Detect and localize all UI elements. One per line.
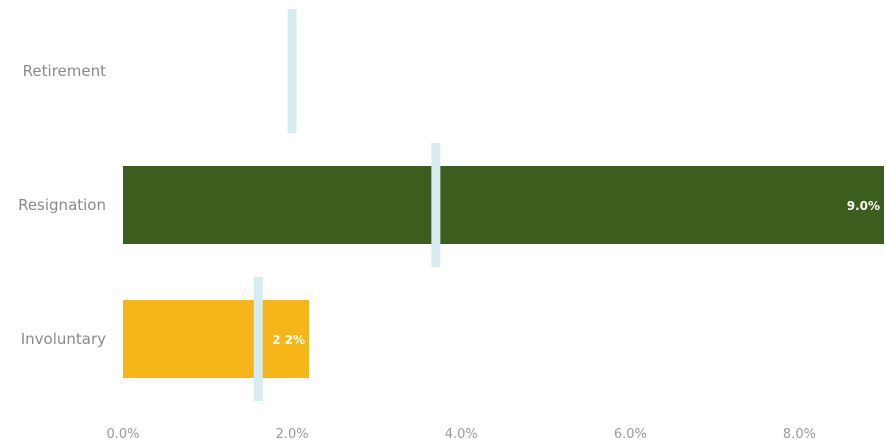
benchmark-marker-resignation	[431, 143, 441, 267]
bar-involuntary	[123, 300, 310, 378]
x-tick-label: 4.0%	[445, 427, 478, 442]
category-label-retirement: Retirement	[23, 62, 106, 80]
x-tick-label: 2.0%	[276, 427, 309, 442]
x-tick-label: 8.0%	[783, 427, 816, 442]
category-label-resignation: Resignation	[18, 196, 106, 214]
bars-group	[123, 166, 884, 378]
x-tick-label: 0.0%	[106, 427, 139, 442]
data-label-involuntary: 2 2%	[272, 333, 305, 347]
benchmark-marker-retirement	[287, 9, 297, 133]
category-label-involuntary: Involuntary	[21, 330, 106, 348]
category-labels-group: Retirement Resignation Involuntary	[18, 62, 106, 348]
benchmark-marker-involuntary	[253, 277, 263, 401]
x-axis-ticks-group: 0.0% 2.0% 4.0% 6.0% 8.0%	[106, 427, 815, 442]
x-tick-label: 6.0%	[614, 427, 647, 442]
benchmark-markers-group	[253, 9, 441, 401]
data-label-resignation: 9.0%	[847, 199, 880, 213]
data-labels-group: 9.0% 2 2%	[272, 199, 880, 347]
bar-resignation	[123, 166, 884, 244]
